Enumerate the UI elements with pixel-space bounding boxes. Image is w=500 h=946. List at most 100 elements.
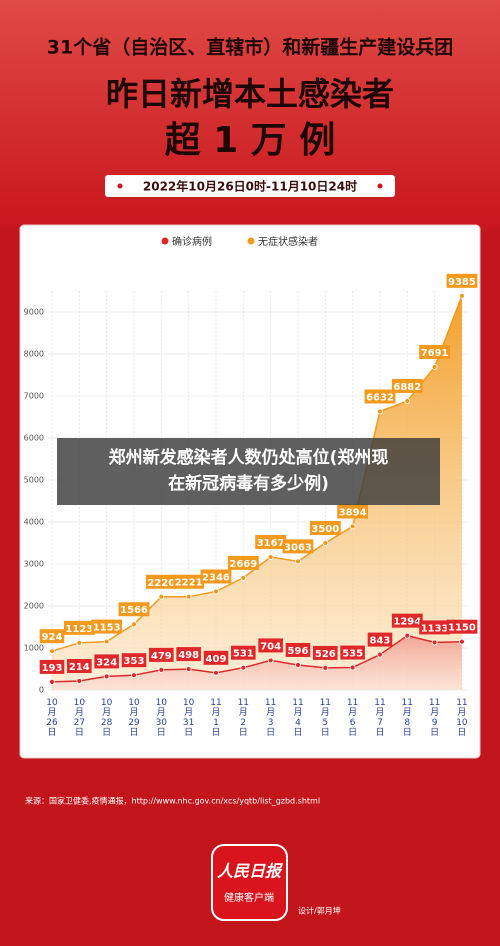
line [51, 634, 462, 683]
point [240, 575, 247, 581]
value-label: 526 [315, 649, 336, 660]
point [213, 669, 219, 676]
value-label: 324 [96, 657, 117, 668]
value-label: 2221 [175, 578, 203, 589]
value-label-bg [91, 619, 123, 634]
point [267, 657, 274, 664]
header-line2: 昨日新增本土感染者 [106, 75, 394, 113]
y-tick-label: 7000 [24, 392, 44, 401]
design: 设计/郭月坤 [298, 906, 341, 916]
value-label: 596 [288, 646, 309, 657]
source: 来源：国家卫健委,疫情通报，http://www.nhc.gov.cn/xcs/… [25, 796, 320, 806]
value-label-bg [145, 574, 177, 589]
x-tick-label: 10 月 28 日 [100, 698, 113, 738]
overlay: 郑州新发感染者人数仍处高位(郑州现 在新冠病毒有多少例) [57, 438, 440, 505]
point [431, 364, 438, 370]
legend-dot [161, 237, 169, 245]
point [377, 408, 383, 415]
value-label-bg [227, 555, 259, 570]
point [267, 554, 274, 560]
x-tick-label: 11 月 8 日 [401, 698, 413, 738]
value-label: 479 [151, 651, 172, 662]
point [295, 662, 301, 668]
point [103, 638, 110, 645]
dot [117, 183, 123, 189]
overlay-line2: 在新冠病毒有多少例) [168, 474, 329, 494]
x-tick-label: 11 月 6 日 [346, 698, 359, 738]
legend-label: 确诊病例 [172, 235, 212, 248]
value-label: 498 [178, 650, 199, 661]
value-label-bg [176, 647, 201, 662]
x-tick-label: 10 月 27 日 [73, 698, 86, 738]
point [295, 558, 301, 565]
point [404, 632, 411, 639]
y-tick-label: 8000 [24, 350, 44, 359]
value-label-bg [118, 602, 150, 617]
point [49, 648, 55, 655]
value-label-bg [173, 574, 205, 589]
point [131, 672, 137, 679]
y-tick-label: 5000 [24, 476, 44, 485]
value-label: 924 [42, 632, 63, 643]
point [322, 540, 329, 546]
area [52, 635, 462, 690]
point [377, 651, 383, 658]
value-label: 1153 [93, 623, 121, 634]
value-label: 3894 [339, 507, 367, 518]
value-label: 535 [342, 649, 363, 660]
value-label-bg [419, 620, 451, 635]
point [185, 593, 192, 600]
value-label: 1123 [65, 624, 93, 635]
value-label-bg [258, 638, 283, 653]
x-tick-label: 11 月 9 日 [428, 698, 441, 738]
point [158, 593, 165, 600]
value-label-bg [391, 378, 423, 393]
value-label-bg [446, 619, 478, 634]
value-label: 193 [42, 663, 63, 674]
value-label-bg [282, 539, 314, 554]
value-label-bg [340, 645, 365, 660]
y-tick-label: 6000 [24, 434, 44, 443]
value-label: 7691 [421, 348, 449, 359]
point [404, 398, 411, 404]
value-label: 704 [260, 641, 281, 652]
point [459, 638, 465, 645]
value-label-bg [94, 654, 119, 669]
period: 2022年10月26日0时-11月10日24时 [143, 179, 357, 194]
logo-app: 健康客户端 [224, 891, 274, 904]
overlay-line1: 郑州新发感染者人数仍处高位(郑州现 [108, 448, 389, 468]
point [431, 639, 438, 646]
value-label: 531 [233, 649, 254, 660]
y-tick-label: 9000 [24, 308, 44, 317]
value-label: 6882 [393, 382, 421, 393]
x-tick-label: 10 月 30 日 [155, 698, 168, 738]
header-line3: 超 1 万 例 [165, 120, 336, 161]
point [459, 292, 465, 299]
value-label-bg [255, 534, 287, 549]
point [185, 666, 192, 672]
point [322, 665, 329, 671]
value-label-bg [367, 632, 393, 647]
y-tick-label: 3000 [24, 560, 44, 569]
value-label-bg [231, 645, 256, 660]
legend-label: 无症状感染者 [258, 235, 318, 248]
value-label: 353 [124, 656, 145, 667]
point [76, 639, 83, 646]
period-pill [105, 175, 395, 197]
value-label-bg [121, 653, 147, 668]
value-label: 843 [370, 636, 391, 647]
y-tick-label: 1000 [24, 644, 44, 653]
value-label: 3500 [311, 524, 339, 535]
point [240, 664, 247, 671]
value-label: 9385 [448, 277, 476, 288]
x-tick-label: 10 月 29 日 [128, 698, 140, 738]
value-label: 409 [206, 654, 227, 665]
value-label: 2220 [147, 578, 175, 589]
value-label: 3063 [284, 542, 312, 553]
value-label: 1150 [448, 623, 476, 634]
x-tick-label: 11 月 1 日 [210, 698, 222, 738]
value-label-bg [337, 504, 369, 519]
value-label: 1133 [421, 623, 449, 634]
y-tick-label: 0 [39, 686, 44, 695]
